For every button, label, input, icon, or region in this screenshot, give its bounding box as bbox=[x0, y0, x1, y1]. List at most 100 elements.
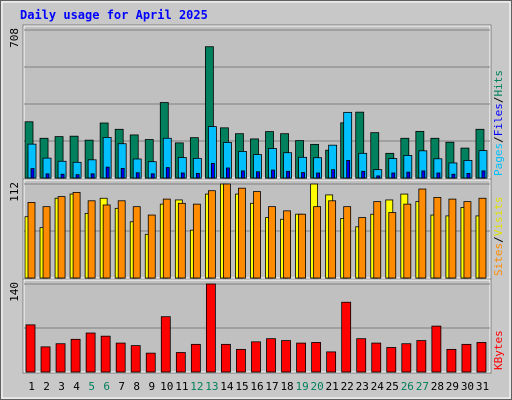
legend-label-kbytes: KBytes bbox=[492, 330, 505, 370]
bar-pages-day-29 bbox=[451, 173, 456, 179]
bar-pages-day-26 bbox=[406, 171, 411, 179]
bar-sites-day-7 bbox=[117, 200, 126, 279]
bar-pages-day-3 bbox=[60, 173, 65, 179]
bar-sites-day-30 bbox=[463, 201, 472, 279]
bar-pages-day-25 bbox=[391, 172, 396, 179]
bar-sites-day-27 bbox=[418, 188, 427, 279]
bar-kbytes-day-26 bbox=[401, 343, 412, 373]
bar-kbytes-day-31 bbox=[476, 342, 487, 373]
bar-pages-day-15 bbox=[241, 170, 245, 179]
x-tick-label: 8 bbox=[133, 380, 140, 393]
bar-pages-day-1 bbox=[30, 168, 35, 179]
bar-kbytes-day-1 bbox=[25, 324, 36, 373]
legend-separator: / bbox=[492, 236, 505, 243]
chart-title: Daily usage for April 2025 bbox=[20, 8, 208, 22]
bar-kbytes-day-6 bbox=[100, 335, 111, 373]
x-tick-label: 28 bbox=[431, 380, 444, 393]
bar-kbytes-day-21 bbox=[326, 351, 337, 373]
bar-pages-day-12 bbox=[195, 173, 200, 179]
x-tick-label: 29 bbox=[446, 380, 459, 393]
x-tick-label: 15 bbox=[235, 380, 248, 393]
bar-sites-day-12 bbox=[192, 203, 201, 279]
bar-sites-day-1 bbox=[27, 202, 36, 279]
bar-sites-day-13 bbox=[207, 190, 216, 279]
legend-sites: Sites bbox=[492, 243, 505, 276]
bar-pages-day-6 bbox=[105, 166, 110, 179]
bar-pages-day-22 bbox=[346, 160, 351, 179]
bar-kbytes-day-15 bbox=[236, 348, 246, 373]
x-tick-label: 19 bbox=[295, 380, 308, 393]
bar-pages-day-28 bbox=[436, 172, 441, 179]
x-tick-label: 17 bbox=[265, 380, 278, 393]
legend-pages: Pages bbox=[492, 143, 505, 176]
legend-kbytes: KBytes bbox=[492, 330, 505, 370]
bar-kbytes-day-14 bbox=[221, 343, 231, 373]
legend-separator: / bbox=[492, 97, 505, 104]
bar-kbytes-day-11 bbox=[175, 352, 186, 373]
bar-sites-day-22 bbox=[343, 206, 352, 279]
bar-sites-day-5 bbox=[87, 200, 96, 279]
x-tick-label: 21 bbox=[326, 380, 339, 393]
bar-sites-day-3 bbox=[57, 196, 66, 279]
bar-sites-day-21 bbox=[328, 200, 337, 279]
bar-kbytes-day-23 bbox=[356, 338, 367, 373]
x-tick-label: 23 bbox=[356, 380, 369, 393]
bar-sites-day-10 bbox=[162, 198, 171, 279]
bar-sites-day-17 bbox=[268, 206, 276, 279]
bar-pages-day-10 bbox=[165, 167, 170, 179]
bar-sites-day-2 bbox=[42, 206, 51, 279]
bar-sites-day-4 bbox=[72, 191, 81, 279]
bar-kbytes-day-7 bbox=[115, 342, 126, 373]
legend-label-visits-sites: Sites/Visits bbox=[492, 197, 505, 277]
x-tick-label: 5 bbox=[88, 380, 95, 393]
bar-pages-day-2 bbox=[45, 173, 50, 179]
x-tick-label: 13 bbox=[205, 380, 218, 393]
y-max-label: 140 bbox=[8, 282, 21, 302]
y-max-label: 708 bbox=[8, 28, 21, 48]
bar-pages-day-16 bbox=[256, 171, 260, 179]
chart-panels: 708Pages/Files/Hits112Sites/Visits140KBy… bbox=[8, 24, 505, 374]
bar-pages-day-14 bbox=[226, 167, 230, 179]
bar-sites-day-26 bbox=[403, 203, 412, 279]
bar-kbytes-day-8 bbox=[130, 345, 141, 373]
legend-visits: Visits bbox=[492, 197, 505, 237]
bar-kbytes-day-28 bbox=[431, 325, 442, 373]
bar-pages-day-19 bbox=[301, 172, 305, 179]
panel-visits-sites: 112 Sites/Visits bbox=[8, 178, 505, 280]
bar-pages-day-20 bbox=[316, 172, 321, 179]
x-tick-label: 30 bbox=[461, 380, 474, 393]
bar-kbytes-day-13 bbox=[205, 283, 216, 373]
bar-kbytes-day-27 bbox=[416, 340, 427, 373]
bar-pages-day-8 bbox=[135, 172, 140, 179]
x-tick-label: 22 bbox=[341, 380, 354, 393]
x-tick-label: 4 bbox=[73, 380, 80, 393]
x-tick-label: 26 bbox=[401, 380, 414, 393]
panel-kbytes: 140 KBytes bbox=[8, 278, 505, 374]
bar-sites-day-8 bbox=[132, 206, 141, 279]
x-tick-label: 11 bbox=[175, 380, 188, 393]
x-tick-label: 10 bbox=[160, 380, 173, 393]
x-axis-labels: 1 2 3 4 5 6 7 8 9 10 11 12 13 14 15 16 17 18 19 20 21 22 23 24 2… bbox=[28, 380, 489, 393]
bar-sites-day-20 bbox=[313, 206, 322, 279]
bar-sites-day-25 bbox=[388, 212, 397, 279]
bar-kbytes-day-5 bbox=[85, 332, 96, 373]
bar-kbytes-day-29 bbox=[446, 348, 457, 373]
x-tick-label: 3 bbox=[58, 380, 65, 393]
bar-sites-day-28 bbox=[433, 197, 442, 279]
bar-pages-day-7 bbox=[120, 167, 125, 179]
legend-hits: Hits bbox=[492, 70, 505, 97]
plot-border-kbytes bbox=[22, 278, 492, 374]
bar-kbytes-day-24 bbox=[371, 342, 382, 373]
bar-sites-day-11 bbox=[177, 202, 186, 279]
bar-kbytes-day-3 bbox=[55, 343, 66, 373]
x-tick-label: 9 bbox=[148, 380, 155, 393]
x-tick-label: 31 bbox=[476, 380, 489, 393]
bar-kbytes-day-30 bbox=[461, 343, 472, 373]
bar-sites-day-14 bbox=[223, 183, 231, 279]
bar-kbytes-day-16 bbox=[251, 341, 261, 373]
bar-sites-day-15 bbox=[238, 187, 246, 279]
x-tick-label: 25 bbox=[386, 380, 399, 393]
bar-sites-day-24 bbox=[373, 201, 382, 279]
